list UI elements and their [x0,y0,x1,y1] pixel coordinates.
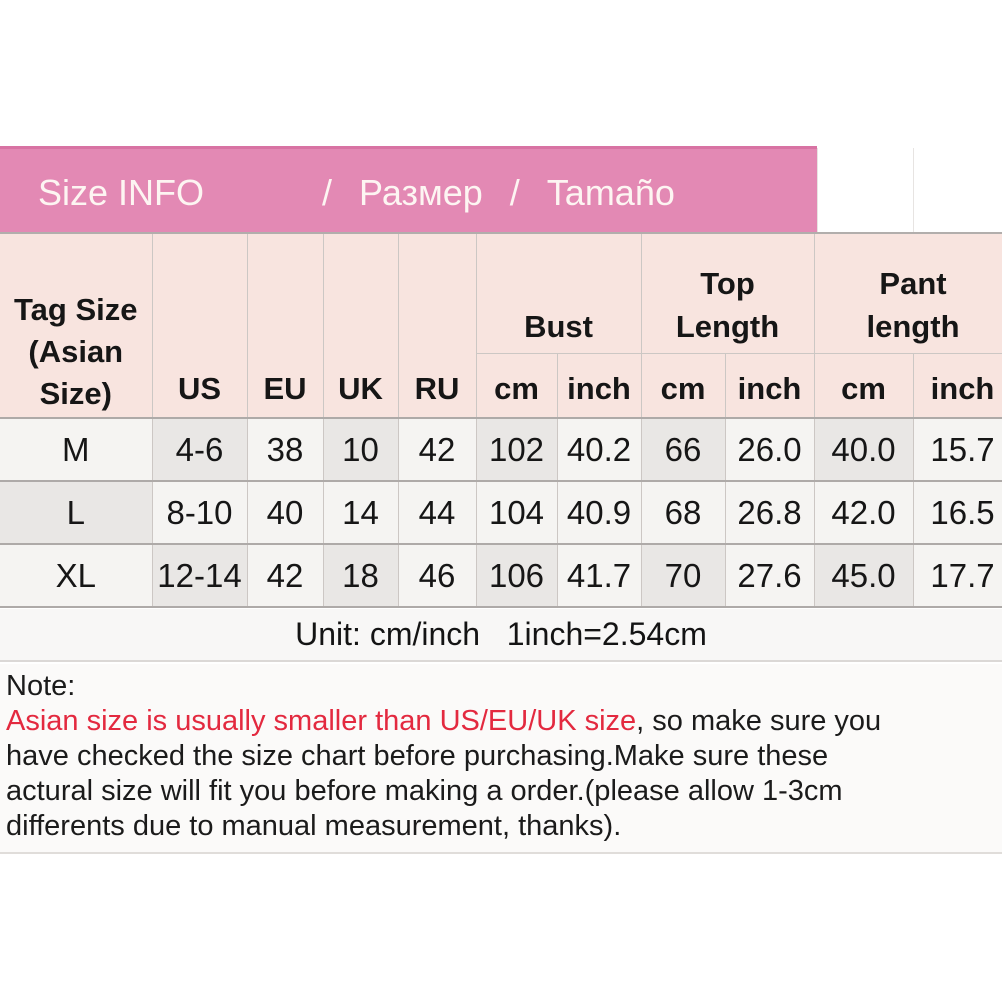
cell-l-pant-cm: 42.0 [813,480,914,545]
eu-column-header: EU [246,232,324,419]
grid-line-vertical [817,148,818,232]
cell-l-top-inch: 26.8 [724,480,815,545]
cell-l-us: 8-10 [151,480,248,545]
cell-m-top-cm: 66 [640,417,726,482]
us-column-header: US [151,232,248,419]
cell-xl-top-cm: 70 [640,543,726,608]
bust-group-header-line: Bust [524,308,593,344]
cell-xl-bust-inch: 41.7 [556,543,642,608]
top-length-group-header-line: Top [700,265,755,301]
tag-size-header-line: (Asian [28,334,124,369]
note-line: differents due to manual measurement, th… [6,809,998,844]
cell-xl-ru: 46 [397,543,477,608]
bust-inch-header: inch [556,352,642,419]
table-row: XL 12-14 42 18 46 106 41.7 70 27.6 45.0 17.7 [0,543,1002,608]
note-line: actural size will fit you before making … [6,774,998,809]
note-warning-text: Asian size is usually smaller than US/EU… [6,705,637,737]
cell-m-uk: 10 [322,417,399,482]
title-segment: Tamaño [546,171,675,213]
pant-length-group-header-line: length [866,308,960,344]
note-line: Asian size is usually smaller than US/EU… [6,704,998,739]
top-length-group-header: Top Length [640,232,815,354]
tag-size-header: Tag Size (Asian Size) [0,232,153,419]
title-segment: / [322,171,333,213]
cell-l-pant-inch: 16.5 [912,480,1002,545]
cell-l-bust-inch: 40.9 [556,480,642,545]
cell-m-bust-inch: 40.2 [556,417,642,482]
note-text: have checked the size chart before purch… [6,740,829,772]
cell-l-eu: 40 [246,480,324,545]
note-area: Note: Asian size is usually smaller than … [0,664,1002,854]
cell-xl-tag-size: XL [0,543,153,608]
cell-m-eu: 38 [246,417,324,482]
note-text: , so make sure you [636,705,882,737]
cell-m-us: 4-6 [151,417,248,482]
pant-length-cm-header: cm [813,352,914,419]
bust-group-header: Bust [475,232,642,354]
header-row-units: cm inch cm inch cm inch [0,352,1002,419]
tag-size-header-line: Size) [39,376,112,411]
cell-l-bust-cm: 104 [475,480,558,545]
ru-column-header: RU [397,232,477,419]
grid-line-vertical [913,148,914,232]
tag-size-header-line: Tag Size [14,292,138,327]
pant-length-group-header-line: Pant [879,265,947,301]
title-segment: Размер [359,171,483,213]
table-row: M 4-6 38 10 42 102 40.2 66 26.0 40.0 15.7 [0,417,1002,482]
top-length-group-header-line: Length [675,308,780,344]
note-text: differents due to manual measurement, th… [6,810,622,842]
size-table-wrap: Tag Size (Asian Size) US EU UK RU Bust Top Length… [0,232,1002,609]
cell-xl-pant-inch: 17.7 [912,543,1002,608]
bust-cm-header: cm [476,352,558,419]
cell-m-top-inch: 26.0 [724,417,815,482]
cell-l-tag-size: L [0,480,153,545]
cell-m-pant-cm: 40.0 [813,417,914,482]
cell-xl-uk: 18 [322,543,399,608]
unit-line: Unit: cm/inch 1inch=2.54cm [0,609,1002,662]
cell-m-ru: 42 [397,417,477,482]
cell-l-uk: 14 [322,480,399,545]
title-segment: / [509,171,520,213]
cell-m-pant-inch: 15.7 [912,417,1002,482]
top-length-cm-header: cm [640,352,726,419]
pant-length-inch-header: inch [912,352,1002,419]
note-text: actural size will fit you before making … [6,775,843,807]
note-line: Note: [6,669,998,704]
cell-m-tag-size: M [0,417,153,482]
cell-xl-bust-cm: 106 [475,543,558,608]
note-line: have checked the size chart before purch… [6,739,998,774]
pant-length-group-header: Pant length [813,232,1002,354]
top-length-inch-header: inch [724,352,815,419]
cell-m-bust-cm: 102 [475,417,558,482]
size-table: Tag Size (Asian Size) US EU UK RU Bust Top Length… [0,232,1002,608]
cell-xl-eu: 42 [246,543,324,608]
cell-xl-us: 12-14 [151,543,248,608]
title-bar: Size INFO / Размер / Tamaño [0,146,817,232]
header-row-groups: Tag Size (Asian Size) US EU UK RU Bust Top Length… [0,232,1002,419]
title-segment: Size INFO [38,171,205,213]
note-text: Note: [6,670,76,702]
cell-xl-top-inch: 27.6 [724,543,815,608]
table-row: L 8-10 40 14 44 104 40.9 68 26.8 42.0 16.5 [0,480,1002,545]
cell-xl-pant-cm: 45.0 [813,543,914,608]
cell-l-top-cm: 68 [640,480,726,545]
cell-l-ru: 44 [397,480,477,545]
uk-column-header: UK [322,232,399,419]
